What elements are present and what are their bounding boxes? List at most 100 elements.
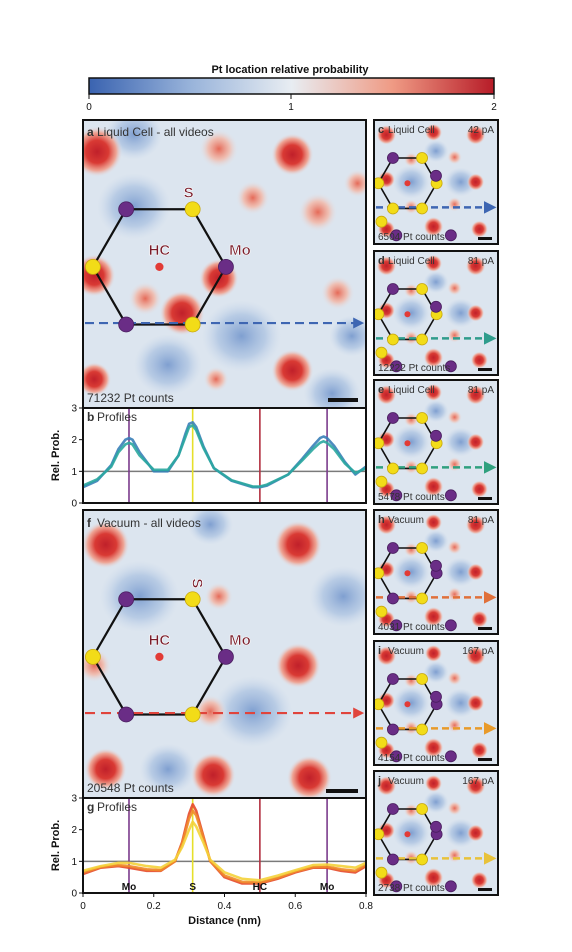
mo-atom — [387, 542, 399, 554]
pt-hotspot — [376, 255, 397, 276]
panel-frame — [373, 509, 499, 635]
low-probability-region — [392, 686, 430, 720]
mo-atom — [390, 489, 403, 502]
pt-count-label: 20548 Pt counts — [87, 781, 174, 795]
scale-bar — [328, 398, 358, 402]
panel-title: Liquid Cell — [388, 256, 435, 267]
colorbar-gradient — [88, 77, 495, 95]
pt-hotspot — [447, 539, 463, 555]
mo-atom — [387, 803, 399, 815]
pt-hotspot — [423, 347, 444, 368]
panel-title: Liquid Cell — [388, 125, 435, 136]
s-atom — [375, 346, 388, 359]
s-atom — [387, 462, 399, 475]
y-tick-label: 1 — [71, 857, 77, 868]
low-probability-region — [133, 334, 202, 396]
colorbar-tick-label: 2 — [491, 102, 497, 113]
panel-letter: i — [378, 645, 381, 657]
hc-label: HC — [149, 632, 171, 649]
site-marker-label: Mo — [320, 882, 334, 893]
scale-bar — [478, 237, 492, 240]
panel-frame — [373, 250, 499, 376]
hollow-center-site — [404, 570, 411, 577]
panel-letter: h — [378, 514, 385, 526]
pt-hotspot — [128, 281, 163, 316]
panel-title: Liquid Cell - all videos — [97, 125, 214, 139]
pt-hotspot — [343, 169, 366, 198]
pt-count-label: 2738 Pt counts — [378, 883, 445, 894]
pt-hotspot — [271, 133, 314, 176]
mo-atom — [118, 201, 135, 218]
low-probability-region — [444, 818, 477, 848]
beam-current: 42 pA — [468, 125, 494, 136]
pt-hotspot — [467, 173, 485, 191]
pt-hotspot — [83, 520, 130, 569]
pt-hotspot — [470, 351, 489, 369]
s-atom — [374, 308, 385, 321]
pt-hotspot — [447, 327, 463, 343]
mo-atom — [444, 489, 457, 502]
profile-series-line — [82, 809, 367, 884]
pt-hotspot — [376, 384, 397, 405]
pt-hotspot — [470, 610, 489, 628]
pt-hotspot — [403, 283, 419, 299]
low-probability-region — [423, 790, 449, 814]
s-atom — [416, 592, 428, 605]
beam-current: 167 pA — [462, 776, 494, 787]
y-tick-label: 3 — [71, 404, 77, 415]
s-atom — [416, 333, 428, 346]
s-atom — [416, 462, 428, 475]
mo-atom — [390, 360, 403, 373]
mo-atom — [430, 690, 442, 703]
mo-atom — [390, 229, 403, 242]
panel-letter: c — [378, 124, 384, 136]
s-atom — [416, 412, 428, 424]
map-content — [374, 510, 498, 634]
mo-atom — [390, 880, 403, 893]
small-panel-h: h Vacuum 81 pA 4031 Pt counts — [373, 509, 499, 635]
map-content — [83, 120, 366, 408]
pt-hotspot — [470, 741, 489, 759]
pt-hotspot — [424, 254, 443, 273]
low-probability-region — [392, 165, 430, 199]
y-tick-label: 0 — [71, 889, 77, 900]
low-probability-region — [309, 565, 366, 627]
hollow-center-site — [155, 262, 164, 272]
panel-frame — [373, 379, 499, 505]
pt-count-label: 6504 Pt counts — [378, 232, 445, 243]
chart-title: Profiles — [97, 410, 137, 424]
scale-bar — [478, 888, 492, 891]
site-marker-label: Mo — [122, 882, 136, 893]
pt-hotspot — [199, 128, 239, 169]
panel-letter: b — [87, 410, 94, 424]
y-tick-label: 1 — [71, 467, 77, 478]
mo-atom — [387, 152, 399, 164]
s-atom — [416, 202, 428, 215]
pt-hotspot — [465, 775, 486, 796]
s-label: S — [184, 184, 194, 201]
pt-hotspot — [403, 673, 419, 689]
hollow-center-site — [404, 831, 411, 838]
mo-atom — [387, 412, 399, 424]
mo-atom — [444, 880, 457, 893]
pt-hotspot — [275, 642, 321, 689]
pt-hotspot — [403, 542, 419, 558]
x-axis-label: Distance (nm) — [188, 915, 261, 927]
x-tick-label: 0 — [80, 901, 86, 912]
mo-atom — [218, 258, 234, 275]
s-atom — [184, 591, 201, 608]
pt-hotspot — [447, 586, 463, 602]
mo-atom — [390, 750, 403, 763]
small-panel-c: c Liquid Cell 42 pA 6504 Pt counts — [373, 119, 499, 245]
y-tick-label: 2 — [71, 435, 77, 446]
beam-current: 81 pA — [468, 515, 494, 526]
profile-series-line — [82, 424, 367, 488]
s-atom — [416, 803, 428, 815]
s-atom — [184, 316, 201, 333]
hollow-center-site — [155, 652, 164, 662]
plot-area — [83, 408, 366, 503]
pt-hotspot — [423, 476, 444, 497]
s-atom — [374, 177, 385, 190]
